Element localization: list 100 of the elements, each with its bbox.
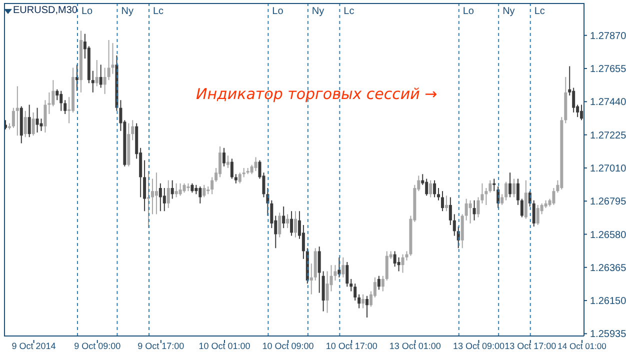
candlestick xyxy=(190,182,194,194)
y-tick-label: 1.27870 xyxy=(590,30,626,42)
candlestick xyxy=(36,107,39,133)
candlestick xyxy=(302,224,305,260)
candlestick xyxy=(28,104,31,138)
candlestick xyxy=(346,262,349,288)
candlestick xyxy=(12,107,15,128)
candlestick xyxy=(385,250,388,281)
candlestick xyxy=(342,256,345,278)
candlestick xyxy=(32,112,35,136)
candlestick xyxy=(91,70,94,93)
candlestick xyxy=(170,180,174,200)
x-tick-label: 10 Oct 17:00 xyxy=(326,341,378,351)
candlestick xyxy=(202,184,206,198)
candlestick xyxy=(429,180,432,198)
y-tick-label: 1.26150 xyxy=(590,296,626,308)
candlestick xyxy=(358,294,361,309)
candlestick xyxy=(226,155,230,168)
candlestick xyxy=(401,254,404,274)
candlestick xyxy=(437,188,440,201)
y-tick-label: 1.27225 xyxy=(590,130,626,142)
x-tick-label: 13 Oct 09:00 xyxy=(452,341,504,351)
candlestick xyxy=(238,172,242,184)
x-tick-label: 14 Oct 01:00 xyxy=(558,341,607,351)
candlestick xyxy=(393,250,396,268)
candlestick xyxy=(99,64,102,88)
candlestick xyxy=(492,178,496,192)
candlestick xyxy=(95,60,98,87)
candlestick xyxy=(64,100,67,114)
candlestick xyxy=(182,182,186,194)
candlestick xyxy=(24,110,27,138)
candlestick xyxy=(516,178,520,206)
x-tick-label: 9 Oct 2014 xyxy=(12,341,56,351)
x-tick-label: 13 Oct 17:00 xyxy=(504,341,556,351)
candlestick xyxy=(350,278,353,292)
candlestick xyxy=(532,200,536,228)
candlestick xyxy=(572,87,576,113)
candlestick xyxy=(278,212,282,238)
annotation: Индикатор торговых сессий → xyxy=(196,85,438,103)
x-tick-label: 10 Oct 09:00 xyxy=(262,341,314,351)
candlestick xyxy=(166,180,170,209)
annotation: Lc xyxy=(153,6,164,18)
y-tick-label: 1.26580 xyxy=(590,230,626,241)
candlestick xyxy=(254,156,258,172)
candlestick xyxy=(362,294,365,309)
candlestick xyxy=(425,178,428,196)
candlestick xyxy=(222,147,226,167)
candlestick xyxy=(210,176,214,195)
y-tick-label: 1.27010 xyxy=(590,163,626,174)
candlestick xyxy=(366,295,369,318)
candlestick xyxy=(381,275,384,292)
y-tick-label: 1.25935 xyxy=(590,329,626,340)
candlestick xyxy=(520,198,524,218)
candlestick xyxy=(16,86,19,136)
candlestick xyxy=(552,188,556,206)
candlestick xyxy=(52,80,55,107)
candlestick xyxy=(444,195,448,212)
candlestick xyxy=(131,120,134,141)
candlestick xyxy=(318,246,321,294)
candlestick xyxy=(162,188,166,212)
x-tick-label: 9 Oct 17:00 xyxy=(138,341,184,351)
candlestick xyxy=(440,190,444,212)
candlestick xyxy=(286,214,290,229)
candlestick xyxy=(103,67,106,94)
candlestick xyxy=(194,184,198,195)
candlestick xyxy=(230,158,234,180)
candlestick xyxy=(111,42,114,74)
candlestick xyxy=(178,182,182,196)
candlestick xyxy=(488,180,492,194)
candlestick xyxy=(472,200,476,221)
candlestick xyxy=(282,206,286,229)
candlestick xyxy=(174,182,178,198)
annotation: Lc xyxy=(534,6,545,18)
candlestick xyxy=(150,178,154,215)
annotation: Ny xyxy=(312,6,324,18)
candlestick xyxy=(508,172,512,198)
candlestick xyxy=(504,181,508,201)
annotation: Lc xyxy=(344,6,354,18)
candlestick xyxy=(107,40,110,81)
annotation: Lo xyxy=(81,6,94,18)
annotation: Ny xyxy=(502,6,515,18)
candlestick xyxy=(377,275,380,290)
candlestick xyxy=(158,182,162,212)
annotation: Lo xyxy=(272,6,284,18)
candlestick xyxy=(154,172,158,215)
candlestick xyxy=(433,180,436,198)
annotation: Ny xyxy=(121,6,134,18)
candlestick xyxy=(512,178,516,198)
candlestick xyxy=(242,167,246,178)
annotation: Lo xyxy=(462,6,474,18)
candlestick xyxy=(294,210,297,238)
candlestick xyxy=(397,256,400,272)
candlestick xyxy=(60,90,63,112)
candlestick xyxy=(580,104,584,121)
candlestick xyxy=(44,100,47,133)
candlestick xyxy=(536,204,540,226)
candlestick xyxy=(198,186,202,204)
candlestick xyxy=(468,200,472,224)
candlestick xyxy=(448,196,452,226)
candlestick xyxy=(464,198,468,221)
